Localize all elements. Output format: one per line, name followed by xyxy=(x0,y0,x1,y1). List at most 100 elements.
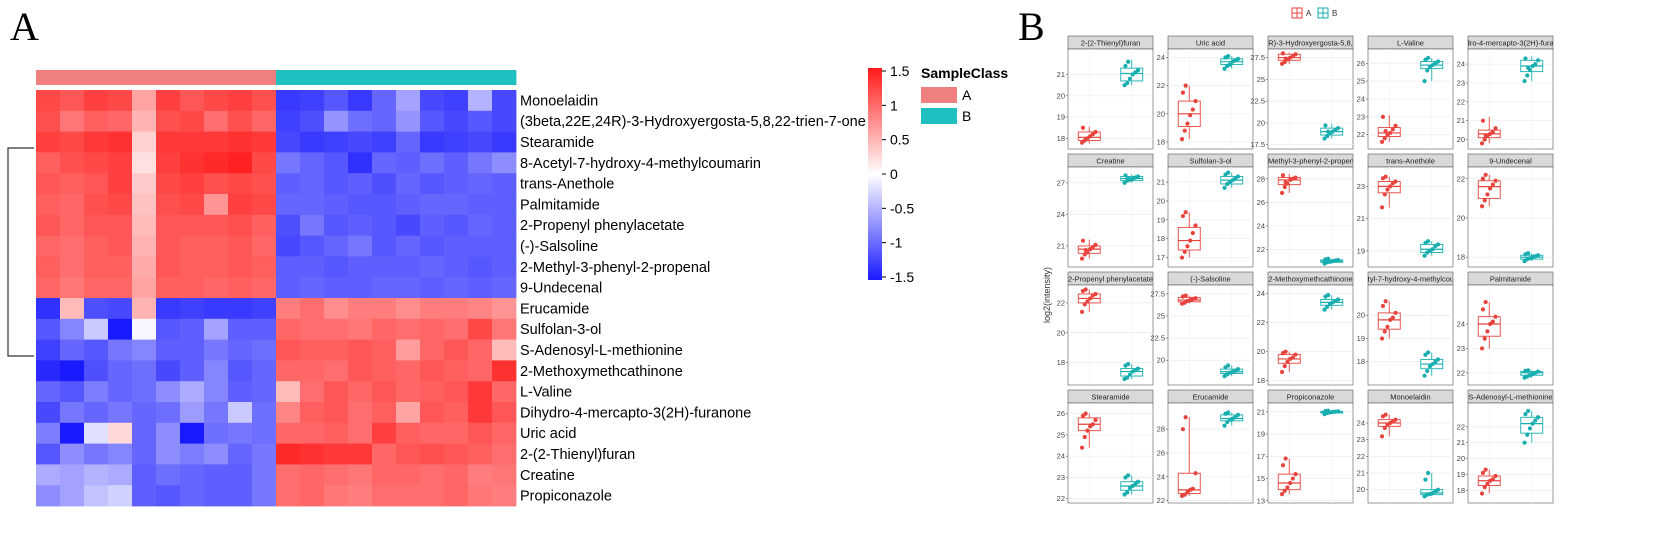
heatmap-cell xyxy=(468,339,493,361)
y-tick-label: 26 xyxy=(1057,409,1065,418)
y-tick-label: 20 xyxy=(1257,118,1265,127)
data-point xyxy=(1479,346,1485,351)
heatmap-cell xyxy=(444,110,469,132)
data-point xyxy=(1283,56,1288,61)
y-tick-label: 24 xyxy=(1357,95,1365,104)
heatmap-cell xyxy=(204,152,229,174)
y-tick-label: 21 xyxy=(1057,70,1065,79)
data-point xyxy=(1527,426,1533,431)
dendrogram-branch xyxy=(7,147,34,357)
heatmap-cell xyxy=(396,131,421,153)
heatmap-row-label: Erucamide xyxy=(520,301,589,317)
data-point xyxy=(1127,76,1133,81)
heatmap-cell xyxy=(252,173,277,195)
heatmap-cell xyxy=(348,152,373,174)
heatmap-cell xyxy=(36,402,61,424)
data-point xyxy=(1080,238,1086,243)
heatmap-cell xyxy=(444,131,469,153)
heatmap-cell xyxy=(228,298,253,320)
heatmap-cell xyxy=(228,402,253,424)
heatmap-cell xyxy=(228,194,253,216)
facet-title: Erucamide xyxy=(1193,393,1229,402)
y-tick-label: 22 xyxy=(1357,452,1365,461)
data-point xyxy=(1125,375,1130,380)
heatmap-cell xyxy=(396,318,421,340)
heatmap-cell xyxy=(444,277,469,299)
heatmap-cell xyxy=(84,339,109,361)
heatmap-cell xyxy=(252,443,277,465)
heatmap-cell xyxy=(204,235,229,257)
heatmap-cell xyxy=(444,256,469,278)
heatmap-cell xyxy=(252,360,277,382)
heatmap-cell xyxy=(156,464,181,486)
facet: 9-Undecenal 18 20 22 xyxy=(1457,153,1554,268)
y-tick-label: 18 xyxy=(1157,234,1165,243)
heatmap-cell xyxy=(228,131,253,153)
heatmap-cell xyxy=(420,173,445,195)
heatmap-cell xyxy=(324,110,349,132)
heatmap-cell xyxy=(348,298,373,320)
data-point xyxy=(1185,490,1190,495)
y-tick-label: 22 xyxy=(1157,496,1165,505)
facet: Palmitamide 22 23 24 xyxy=(1457,271,1554,386)
facet-title: Propiconazole xyxy=(1287,393,1335,402)
data-point xyxy=(1182,128,1187,133)
heatmap-cell xyxy=(108,256,133,278)
heatmap-cell xyxy=(468,214,493,236)
heatmap-cell xyxy=(348,381,373,403)
data-point xyxy=(1293,52,1298,57)
data-point xyxy=(1123,63,1128,69)
data-point xyxy=(1335,126,1341,131)
heatmap-cell xyxy=(84,90,109,112)
data-point xyxy=(1085,299,1090,304)
heatmap-cell xyxy=(36,277,61,299)
heatmap-cell xyxy=(108,131,133,153)
facet: 2-Methoxymethcathinone 18 20 22 24 xyxy=(1257,271,1354,386)
data-point xyxy=(1226,410,1231,415)
heatmap-cell xyxy=(180,256,205,278)
y-tick-label: 22.5 xyxy=(1150,334,1165,343)
data-point xyxy=(1193,223,1198,228)
heatmap-row-label: Creatine xyxy=(520,468,575,484)
heatmap-row-label: 2-Propenyl phenylacetate xyxy=(520,218,684,234)
y-tick-label: 21 xyxy=(1057,241,1065,250)
legend-item-b: B xyxy=(962,108,971,124)
y-tick-label: 20 xyxy=(1157,196,1165,205)
heatmap-row-label: Uric acid xyxy=(520,426,576,442)
annotation-cell xyxy=(36,70,61,85)
annotation-cell xyxy=(468,70,493,85)
annotation-cell xyxy=(204,70,229,85)
data-point xyxy=(1535,369,1541,374)
data-point xyxy=(1282,184,1287,190)
data-point xyxy=(1535,58,1541,63)
facet-title: 2-Methyl-3-phenyl-2-propenal xyxy=(1261,157,1360,166)
data-point xyxy=(1390,315,1395,320)
colorbar-ticks: 1.5 1 0.5 0 -0.5 -1 -1.5 xyxy=(882,63,914,285)
heatmap-cell xyxy=(156,194,181,216)
heatmap-cell xyxy=(276,90,301,112)
heatmap-cell xyxy=(132,339,157,361)
data-point xyxy=(1083,411,1088,416)
data-point xyxy=(1293,472,1298,477)
heatmap-cell xyxy=(324,256,349,278)
heatmap-cell xyxy=(420,422,445,444)
heatmap-cell xyxy=(492,339,517,361)
heatmap-cell xyxy=(468,90,493,112)
heatmap-cell xyxy=(108,110,133,132)
heatmap-cell xyxy=(300,194,325,216)
data-point xyxy=(1493,126,1498,131)
heatmap-cell xyxy=(300,464,325,486)
data-point xyxy=(1135,366,1141,371)
data-point xyxy=(1523,56,1528,61)
heatmap-cell xyxy=(492,173,517,195)
y-tick-label: 23 xyxy=(1457,344,1465,353)
heatmap-cell xyxy=(84,110,109,132)
data-point xyxy=(1382,136,1387,141)
facet: 2-Methyl-3-phenyl-2-propenal 22 24 26 28 xyxy=(1257,153,1360,268)
heatmap-row-label: 2-(2-Thienyl)furan xyxy=(520,447,635,463)
y-tick-label: 20 xyxy=(1057,328,1065,337)
heatmap-cell xyxy=(468,235,493,257)
heatmap-cell xyxy=(156,256,181,278)
heatmap-cell xyxy=(276,235,301,257)
heatmap-cell xyxy=(396,422,421,444)
